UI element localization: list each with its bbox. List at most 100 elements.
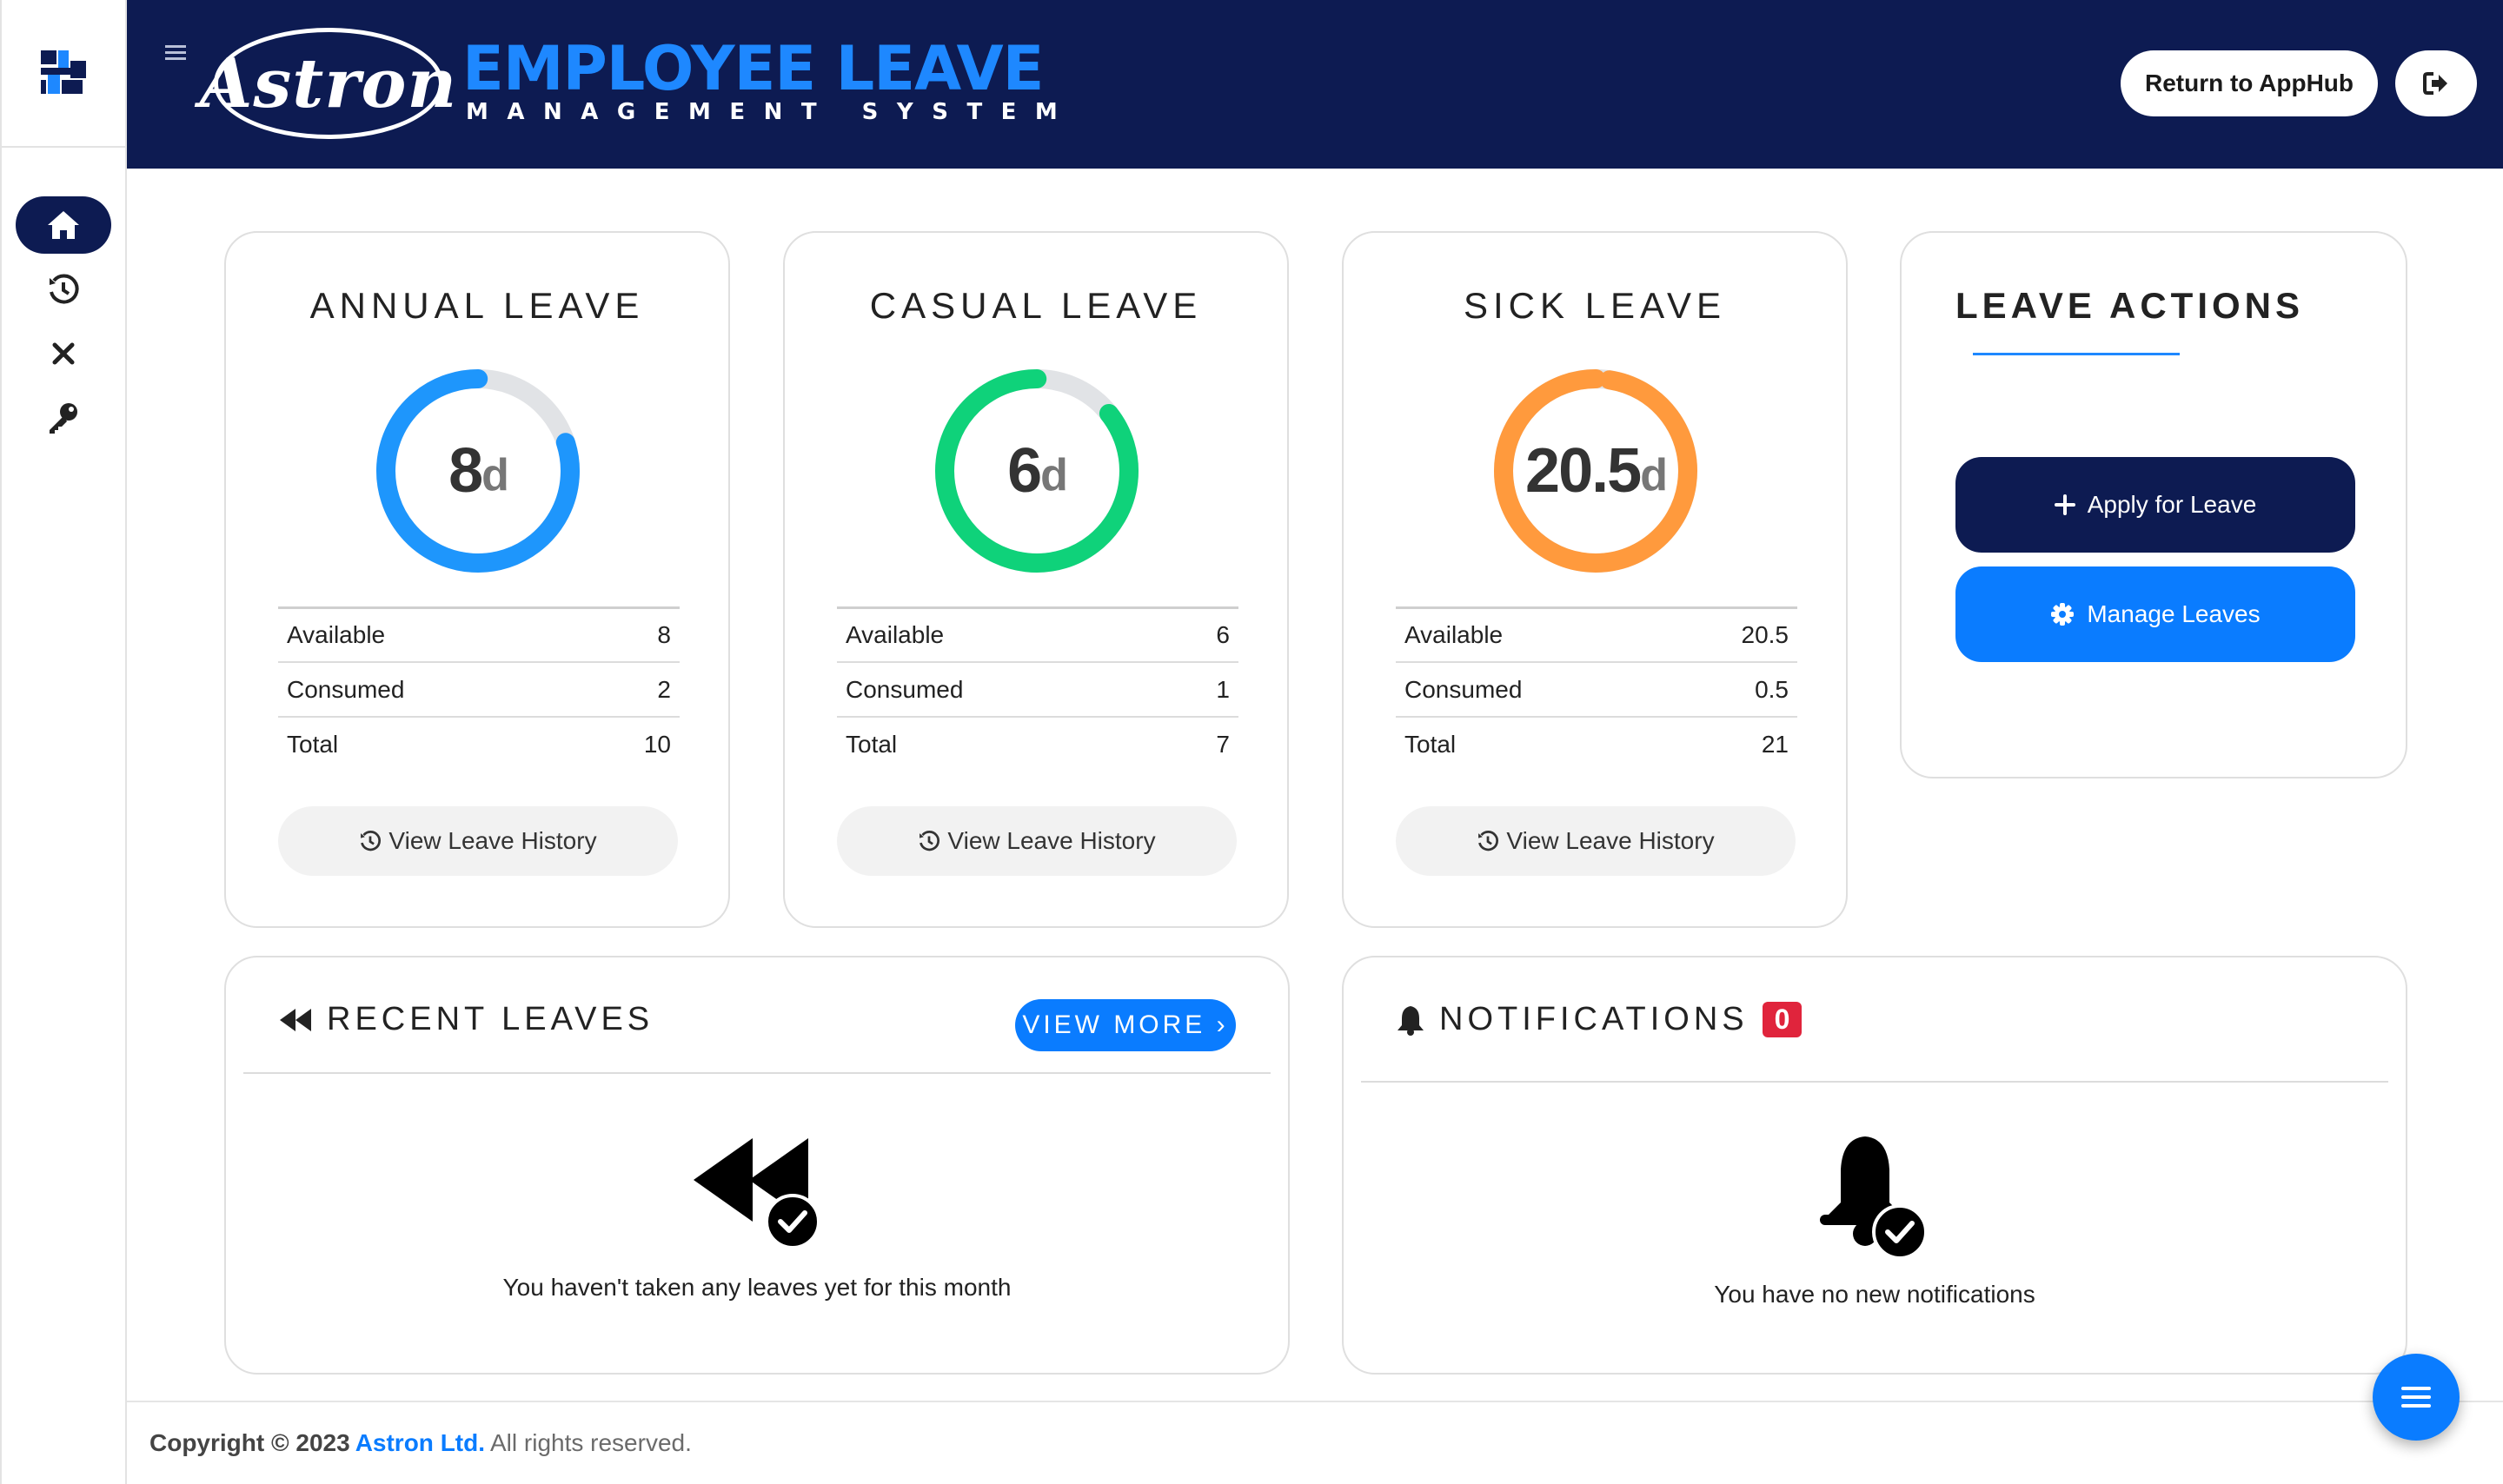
view-leave-history-button[interactable]: View Leave History [837, 806, 1237, 876]
top-header: Astron EMPLOYEE LEAVE MANAGEMENT SYSTEM … [127, 0, 2503, 169]
menu-toggle[interactable] [165, 43, 186, 67]
leave-card-title: SICK LEAVE [1464, 285, 1726, 326]
panel-divider [243, 1072, 1271, 1074]
notification-count-badge: 0 [1762, 1002, 1803, 1037]
sidebar-nav [2, 148, 125, 454]
ring-progress [376, 369, 580, 573]
plus-icon [2054, 494, 2075, 515]
stat-label: Available [287, 621, 386, 648]
stat-label: Available [1404, 621, 1504, 648]
leave-remaining-value: 20.5 [1525, 436, 1642, 506]
rewind-check-icon [694, 1138, 820, 1249]
leave-stats: Available 20.5 Consumed 0.5 Total 21 [1396, 606, 1797, 771]
history-icon [361, 831, 382, 851]
view-more-label: VIEW MORE [1022, 1010, 1206, 1039]
stat-value: 2 [657, 675, 671, 703]
notifications-header: NOTIFICATIONS 0 [1396, 1001, 1803, 1038]
chevron-right-icon: › [1216, 1010, 1229, 1039]
stat-row: Available 20.5 [1396, 606, 1797, 661]
recent-leaves-card: RECENT LEAVES VIEW MORE › You haven't ta… [224, 956, 1290, 1375]
recent-leaves-title: RECENT LEAVES [327, 1001, 654, 1037]
app-title: EMPLOYEE LEAVE [462, 33, 1044, 104]
view-leave-history-label: View Leave History [1506, 827, 1715, 854]
sidebar-item-password[interactable] [16, 389, 111, 447]
company-link[interactable]: Astron Ltd. [355, 1429, 485, 1456]
stat-value: 20.5 [1741, 621, 1789, 648]
leave-remaining-unit: d [1640, 450, 1668, 500]
leave-remaining-value: 6 [1007, 436, 1042, 506]
leave-remaining-value: 8 [448, 436, 483, 506]
recent-leaves-header: RECENT LEAVES [278, 1001, 654, 1038]
stat-label: Consumed [846, 675, 964, 703]
return-to-apphub-button[interactable]: Return to AppHub [2121, 50, 2378, 116]
view-leave-history-button[interactable]: View Leave History [1396, 806, 1796, 876]
notifications-card: NOTIFICATIONS 0 You have no new notifica… [1342, 956, 2407, 1375]
notifications-title: NOTIFICATIONS [1439, 1001, 1749, 1037]
view-leave-history-button[interactable]: View Leave History [278, 806, 678, 876]
logout-icon [2423, 72, 2447, 95]
brand-logo: Astron [200, 28, 456, 139]
title-underline [1973, 353, 2180, 355]
sick-leave-card: SICK LEAVE 20.5 d Available 20.5 Consumed 0… [1342, 231, 1848, 928]
logout-button[interactable] [2395, 50, 2477, 116]
history-icon [920, 831, 940, 851]
stat-label: Total [1404, 730, 1457, 758]
copyright-text: Copyright © 2023 [149, 1429, 350, 1456]
stat-value: 21 [1761, 730, 1789, 758]
manage-leaves-button[interactable]: Manage Leaves [1955, 566, 2355, 662]
leave-card-title: CASUAL LEAVE [869, 285, 1203, 326]
manage-leaves-label: Manage Leaves [2087, 600, 2261, 627]
hamburger-icon [165, 45, 186, 60]
sidebar-item-history[interactable] [16, 261, 111, 318]
history-icon [1478, 831, 1499, 851]
stat-row: Total 21 [1396, 716, 1797, 771]
leave-actions-title: LEAVE ACTIONS [1955, 285, 2305, 326]
stat-row: Total 7 [837, 716, 1238, 771]
sidebar [0, 0, 127, 1484]
app-subtitle: MANAGEMENT SYSTEM [466, 99, 1077, 125]
stat-row: Available 8 [278, 606, 680, 661]
menu-icon [2401, 1387, 2431, 1408]
stat-value: 8 [657, 621, 671, 648]
stat-label: Total [287, 730, 339, 758]
stat-value: 10 [643, 730, 671, 758]
leave-remaining-unit: d [1040, 450, 1068, 500]
home-icon [48, 211, 79, 239]
leave-ring [935, 369, 1139, 573]
apply-for-leave-label: Apply for Leave [2087, 491, 2257, 518]
ring-progress [1494, 368, 1697, 573]
gear-icon [2051, 603, 2075, 626]
leave-ring [1494, 368, 1697, 573]
stat-value: 0.5 [1755, 675, 1789, 703]
view-leave-history-label: View Leave History [388, 827, 597, 854]
bell-check-icon [1820, 1136, 1928, 1260]
recent-leaves-empty-text: You haven't taken any leaves yet for thi… [502, 1274, 1012, 1301]
stat-value: 6 [1216, 621, 1230, 648]
leave-card-title: ANNUAL LEAVE [309, 285, 645, 326]
rewind-icon [280, 1008, 311, 1031]
footer: Copyright © 2023 Astron Ltd. All rights … [127, 1401, 2503, 1484]
stat-row: Consumed 1 [837, 661, 1238, 716]
history-icon [50, 274, 79, 304]
stat-label: Total [846, 730, 898, 758]
app-logo[interactable] [2, 0, 125, 148]
stat-row: Available 6 [837, 606, 1238, 661]
apply-for-leave-button[interactable]: Apply for Leave [1955, 457, 2355, 553]
sidebar-item-cancel[interactable] [16, 325, 111, 382]
leave-stats: Available 8 Consumed 2 Total 10 [278, 606, 680, 771]
stat-row: Total 10 [278, 716, 680, 771]
stat-label: Consumed [287, 675, 405, 703]
stat-value: 7 [1216, 730, 1230, 758]
ring-progress [935, 369, 1139, 573]
view-more-button[interactable]: VIEW MORE › [1015, 999, 1236, 1051]
leave-stats: Available 6 Consumed 1 Total 7 [837, 606, 1238, 771]
stat-value: 1 [1216, 675, 1230, 703]
floating-menu-button[interactable] [2373, 1354, 2460, 1441]
leave-remaining: 20.5 d [1491, 367, 1700, 575]
sidebar-item-home[interactable] [16, 196, 111, 254]
leave-ring [376, 369, 580, 573]
